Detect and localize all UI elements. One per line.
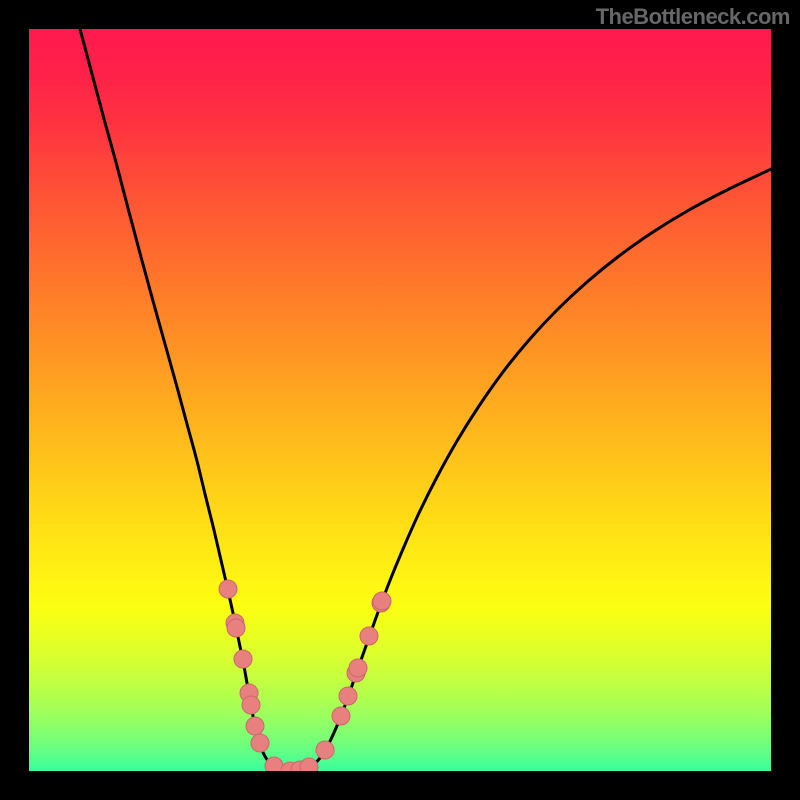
curve-marker — [251, 734, 269, 752]
curve-marker — [242, 696, 260, 714]
curve-marker — [373, 592, 391, 610]
curve-marker — [246, 717, 264, 735]
watermark-text: TheBottleneck.com — [596, 4, 790, 30]
plot-svg — [29, 29, 771, 771]
curve-marker — [339, 687, 357, 705]
plot-background — [29, 29, 771, 771]
curve-marker — [300, 758, 318, 771]
plot-area — [29, 29, 771, 771]
curve-marker — [234, 650, 252, 668]
curve-marker — [265, 757, 283, 771]
curve-marker — [332, 707, 350, 725]
chart-canvas: TheBottleneck.com — [0, 0, 800, 800]
curve-marker — [219, 580, 237, 598]
curve-marker — [349, 659, 367, 677]
curve-marker — [360, 627, 378, 645]
curve-marker — [316, 741, 334, 759]
curve-marker — [227, 619, 245, 637]
